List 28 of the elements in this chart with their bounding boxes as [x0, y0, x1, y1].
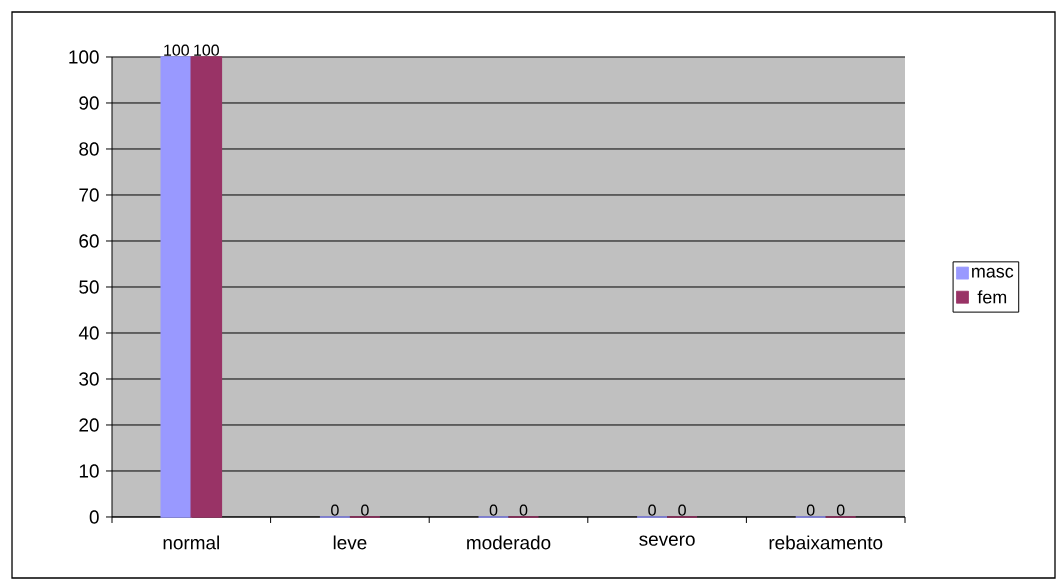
y-tick-label: 90: [79, 96, 99, 110]
x-tick-label: normal: [163, 535, 219, 550]
data-label: 0: [361, 504, 369, 516]
data-label: 0: [806, 504, 815, 516]
y-tick-label: 60: [79, 234, 99, 248]
legend-label: fem: [977, 290, 1007, 304]
y-tick-label: 70: [79, 188, 99, 202]
x-tick-label: moderado: [467, 535, 551, 550]
x-tick-label: leve: [333, 535, 367, 550]
y-tick-label: 0: [89, 510, 99, 524]
data-label: 0: [678, 504, 686, 516]
legend-label: masc: [972, 267, 1014, 278]
data-label: 0: [331, 504, 339, 516]
y-tick-label: 80: [79, 142, 99, 156]
data-label: 100: [194, 44, 219, 56]
data-label: 0: [519, 504, 528, 516]
data-label: 0: [836, 504, 845, 516]
y-tick-label: 20: [79, 418, 99, 432]
y-tick-label: 50: [79, 280, 99, 294]
y-tick-label: 40: [78, 326, 99, 340]
x-tick-label: severo: [639, 535, 695, 546]
y-tick-label: 30: [79, 372, 99, 386]
data-label: 0: [648, 504, 656, 516]
data-label: 100: [164, 44, 189, 56]
y-tick-label: 10: [79, 464, 99, 478]
x-tick-label: rebaixamento: [769, 535, 883, 550]
data-label: 0: [489, 504, 498, 516]
y-tick-label: 100: [69, 50, 99, 64]
